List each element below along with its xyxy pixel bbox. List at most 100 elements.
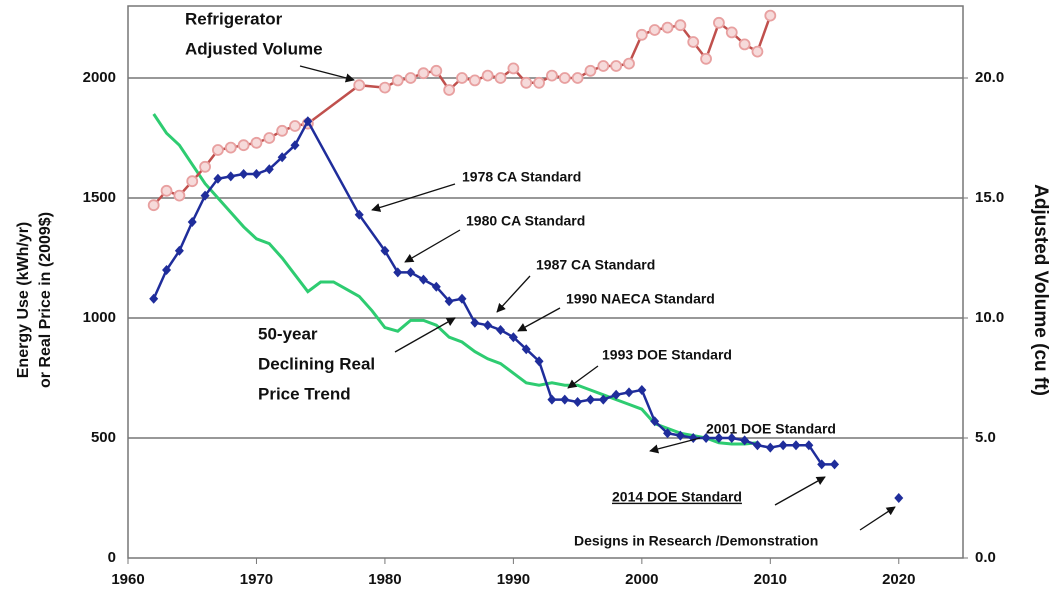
- y-axis-label: or Real Price in (2009$): [37, 212, 54, 388]
- point: [391, 74, 404, 87]
- point: [481, 69, 494, 82]
- point: [701, 433, 711, 443]
- point: [289, 120, 301, 132]
- point: [714, 433, 724, 443]
- point: [379, 81, 391, 94]
- point: [290, 140, 300, 151]
- point: [520, 76, 533, 89]
- point: [547, 394, 557, 405]
- annotation: 1990 NAECA Standard: [566, 291, 715, 307]
- point: [443, 84, 456, 96]
- point: [765, 442, 775, 453]
- annotation: 1993 DOE Standard: [602, 347, 732, 363]
- point: [496, 325, 506, 335]
- point: [546, 69, 558, 82]
- y-tick-label: 500: [91, 429, 116, 446]
- x-tick-label: 1990: [497, 571, 530, 588]
- point: [213, 173, 223, 184]
- annotation: Declining Real: [258, 354, 375, 373]
- point: [149, 293, 159, 304]
- point: [251, 169, 261, 179]
- annotation: 1980 CA Standard: [466, 213, 585, 229]
- y2-tick-label: 10.0: [975, 309, 1004, 326]
- annotation: 1987 CA Standard: [536, 257, 655, 273]
- point: [224, 141, 237, 154]
- annotation-arrow: [496, 275, 531, 313]
- point: [470, 317, 480, 328]
- annotation-arrow: [517, 307, 561, 332]
- point: [186, 175, 199, 188]
- point: [521, 344, 531, 355]
- point: [173, 189, 186, 202]
- point: [663, 428, 673, 439]
- annotation-arrow: [649, 437, 701, 454]
- point: [380, 245, 390, 256]
- annotation: Designs in Research /Demonstration: [574, 533, 818, 549]
- point: [237, 139, 250, 152]
- point: [700, 52, 712, 65]
- point: [713, 16, 725, 29]
- annotation-arrow: [299, 65, 355, 83]
- point: [239, 169, 249, 179]
- annotation-arrow: [859, 506, 896, 531]
- x-tick-label: 2010: [754, 571, 787, 588]
- point: [494, 72, 507, 84]
- point: [804, 440, 814, 451]
- annotation: Price Trend: [258, 384, 351, 403]
- point: [648, 24, 661, 36]
- point: [675, 430, 685, 441]
- point: [725, 26, 738, 39]
- point: [430, 64, 443, 77]
- point: [250, 136, 263, 149]
- point: [687, 36, 700, 48]
- point: [404, 72, 417, 84]
- point: [661, 21, 674, 34]
- point: [354, 209, 364, 220]
- annotation-arrow: [567, 365, 599, 389]
- point: [830, 459, 840, 470]
- point: [778, 440, 788, 451]
- y2-tick-label: 15.0: [975, 189, 1004, 206]
- x-tick-label: 2000: [625, 571, 658, 588]
- point: [817, 459, 827, 470]
- point: [764, 9, 777, 22]
- point: [353, 79, 366, 92]
- point: [611, 389, 621, 400]
- point: [534, 356, 544, 367]
- point: [277, 152, 287, 163]
- y2-axis-label: Adjusted Volume (cu ft): [1030, 184, 1051, 396]
- point: [263, 132, 276, 144]
- point: [558, 72, 571, 84]
- point: [533, 76, 545, 89]
- point: [162, 265, 172, 275]
- annotation: 1978 CA Standard: [462, 169, 581, 185]
- point: [276, 124, 289, 137]
- point: [727, 433, 737, 443]
- point: [637, 385, 647, 395]
- annotation: Refrigerator: [185, 9, 283, 28]
- y2-tick-label: 0.0: [975, 549, 996, 566]
- point: [418, 274, 428, 285]
- point: [483, 320, 493, 331]
- annotation: 2014 DOE Standard: [612, 489, 742, 505]
- point: [508, 332, 518, 343]
- point: [610, 60, 623, 72]
- annotation: 50-year: [258, 324, 318, 343]
- x-tick-label: 2020: [882, 571, 915, 588]
- point: [212, 144, 224, 156]
- annotation: Adjusted Volume: [185, 39, 323, 58]
- point: [160, 184, 173, 197]
- point: [417, 67, 430, 80]
- point: [200, 190, 210, 201]
- y-tick-label: 0: [108, 549, 116, 566]
- point: [199, 160, 211, 173]
- point: [571, 72, 584, 84]
- point: [444, 296, 454, 307]
- y-tick-label: 1000: [83, 309, 116, 326]
- annotation-arrow: [404, 229, 461, 263]
- point: [623, 57, 635, 70]
- point: [740, 435, 750, 446]
- y-tick-label: 1500: [83, 189, 116, 206]
- annotation-arrow: [371, 183, 456, 212]
